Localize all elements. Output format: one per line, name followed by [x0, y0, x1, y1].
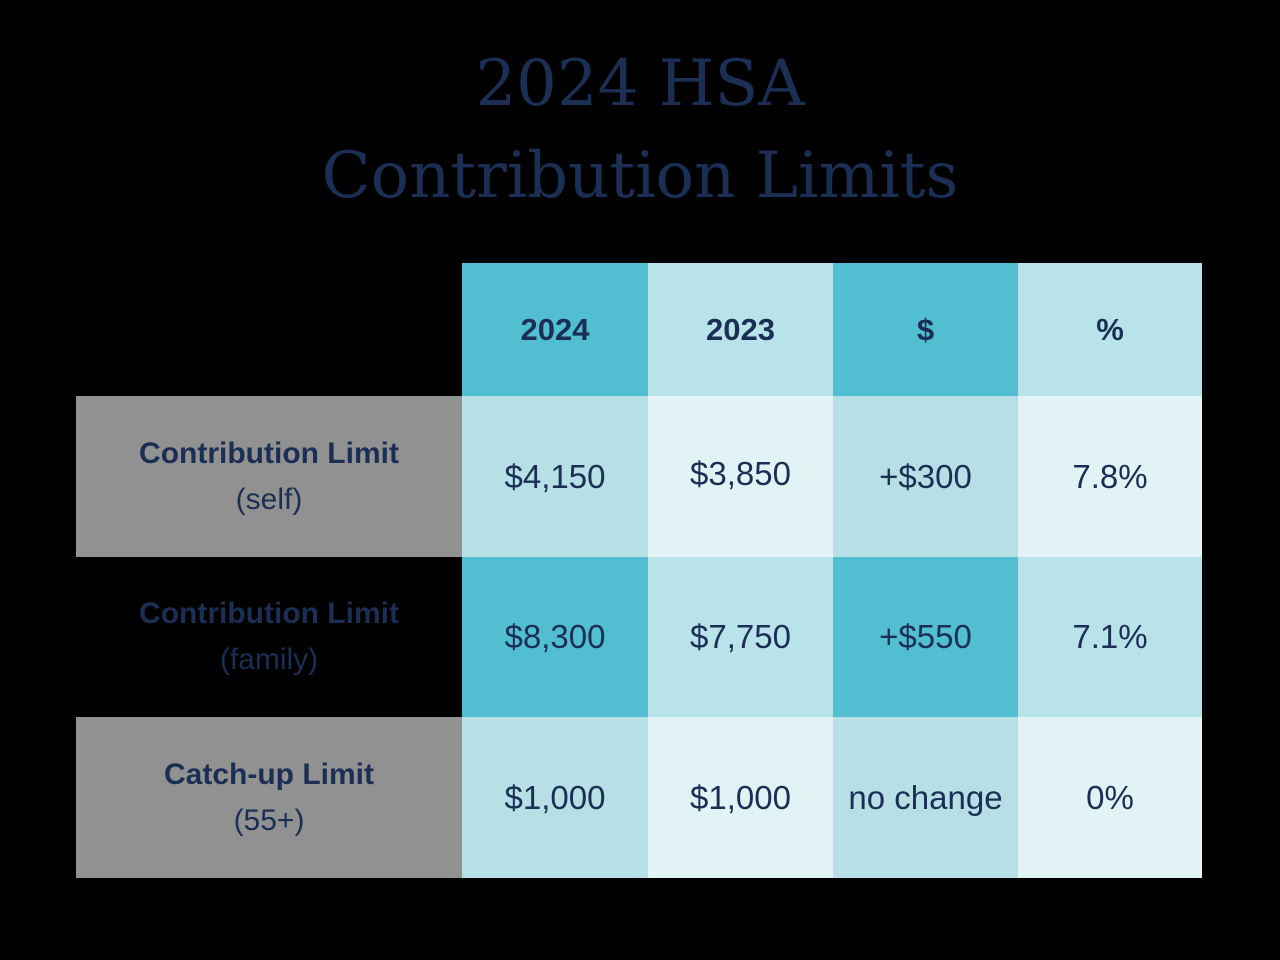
table-cell: +$300 — [833, 396, 1018, 557]
row-label-catch-up: Catch-up Limit (55+) — [76, 717, 462, 878]
row-label-title: Catch-up Limit — [164, 757, 374, 791]
table-cell: 7.1% — [1018, 557, 1202, 717]
row-label-family: Contribution Limit (family) — [76, 557, 462, 717]
header-2024: 2024 — [462, 263, 648, 396]
title-line-2: Contribution Limits — [321, 139, 959, 213]
table-cell: $8,300 — [462, 557, 648, 717]
page-title: 2024 HSA Contribution Limits — [0, 38, 1280, 222]
header-dollar-change: $ — [833, 263, 1018, 396]
header-corner — [76, 263, 462, 396]
table-cell: $7,750 — [648, 557, 833, 717]
row-label-sub: (self) — [235, 482, 303, 516]
row-label-title: Contribution Limit — [139, 597, 399, 630]
table-cell: +$550 — [833, 557, 1018, 717]
table-cell: $1,000 — [648, 717, 833, 878]
row-label-sub: (family) — [219, 643, 319, 676]
row-label-sub: (55+) — [233, 803, 305, 837]
table-cell: $3,850 — [648, 396, 833, 557]
table-cell: 7.8% — [1018, 396, 1202, 557]
header-percent-change: % — [1018, 263, 1202, 396]
table-cell: $4,150 — [462, 396, 648, 557]
row-label-self: Contribution Limit (self) — [76, 396, 462, 557]
title-line-1: 2024 HSA — [475, 47, 805, 121]
row-label-title: Contribution Limit — [139, 436, 399, 470]
table-cell: no change — [833, 717, 1018, 878]
limits-table: 2024 2023 $ % Contribution Limit (self) … — [76, 263, 1202, 878]
header-2023: 2023 — [648, 263, 833, 396]
table-cell: $1,000 — [462, 717, 648, 878]
table-cell: 0% — [1018, 717, 1202, 878]
